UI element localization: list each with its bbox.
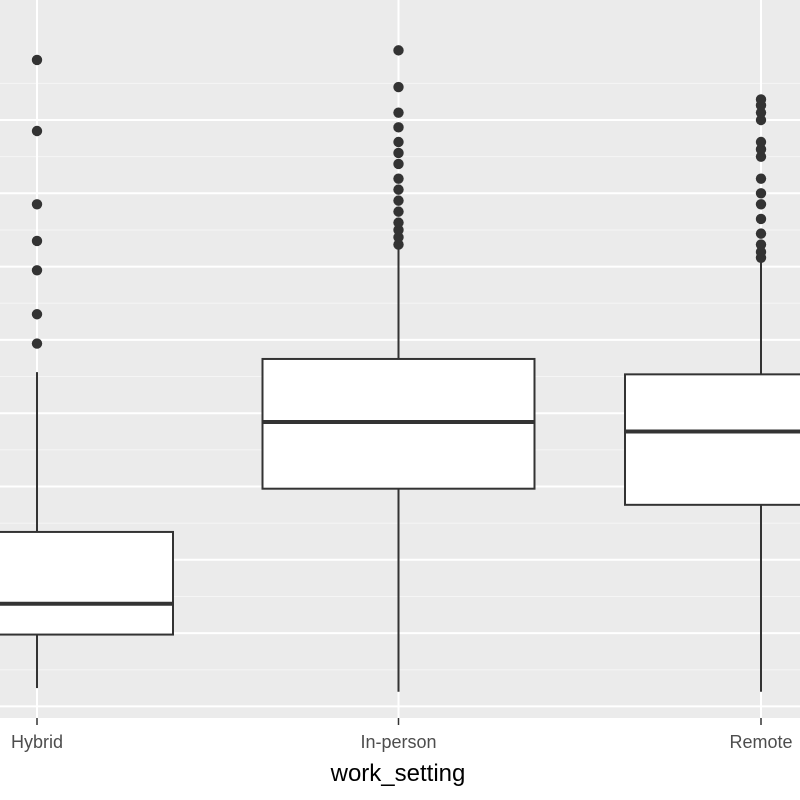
box-iqr [0,530,174,636]
outlier-point [755,239,767,250]
outlier-point [755,136,767,148]
outlier-point [31,265,43,276]
outlier-point [755,246,767,258]
box-in-person [261,249,536,692]
outlier-point [393,206,404,217]
x-tick-label: Hybrid [11,732,63,752]
outlier-point [31,54,43,66]
outlier-point [393,184,404,195]
outlier-point [393,136,404,148]
outlier-point [393,217,404,228]
outlier-point [393,107,404,118]
outlier-point [755,199,767,210]
outlier-point [393,195,404,206]
outlier-point [755,173,767,184]
outlier-point [31,309,43,320]
outlier-point [755,213,767,225]
outlier-point [393,239,404,250]
box-iqr [624,373,800,506]
outlier-point [393,173,404,184]
outlier-point [393,224,404,236]
outlier-point [393,232,404,243]
outlier-point [393,147,404,159]
x-tick-label: In-person [360,732,436,752]
outlier-point [755,144,767,155]
box-remote [624,259,800,692]
outlier-point [31,199,43,210]
outlier-point [393,158,404,170]
outlier-point [755,228,767,239]
outlier-point [393,45,404,56]
box-hybrid [0,372,174,689]
outlier-point [31,235,43,247]
x-axis-ticks: Hybrid In-person Remote [11,718,793,752]
outlier-point [755,188,767,199]
x-tick-label: Remote [729,732,792,752]
outlier-point [393,122,404,133]
outlier-point [755,151,767,162]
outliers [31,45,767,349]
outlier-point [755,114,767,126]
outlier-point [31,125,43,137]
outlier-point [755,107,767,118]
boxes [0,249,800,692]
x-axis-title: work_setting [330,760,466,787]
outlier-point [393,81,404,93]
outlier-point [31,338,43,349]
outlier-point [755,94,767,105]
